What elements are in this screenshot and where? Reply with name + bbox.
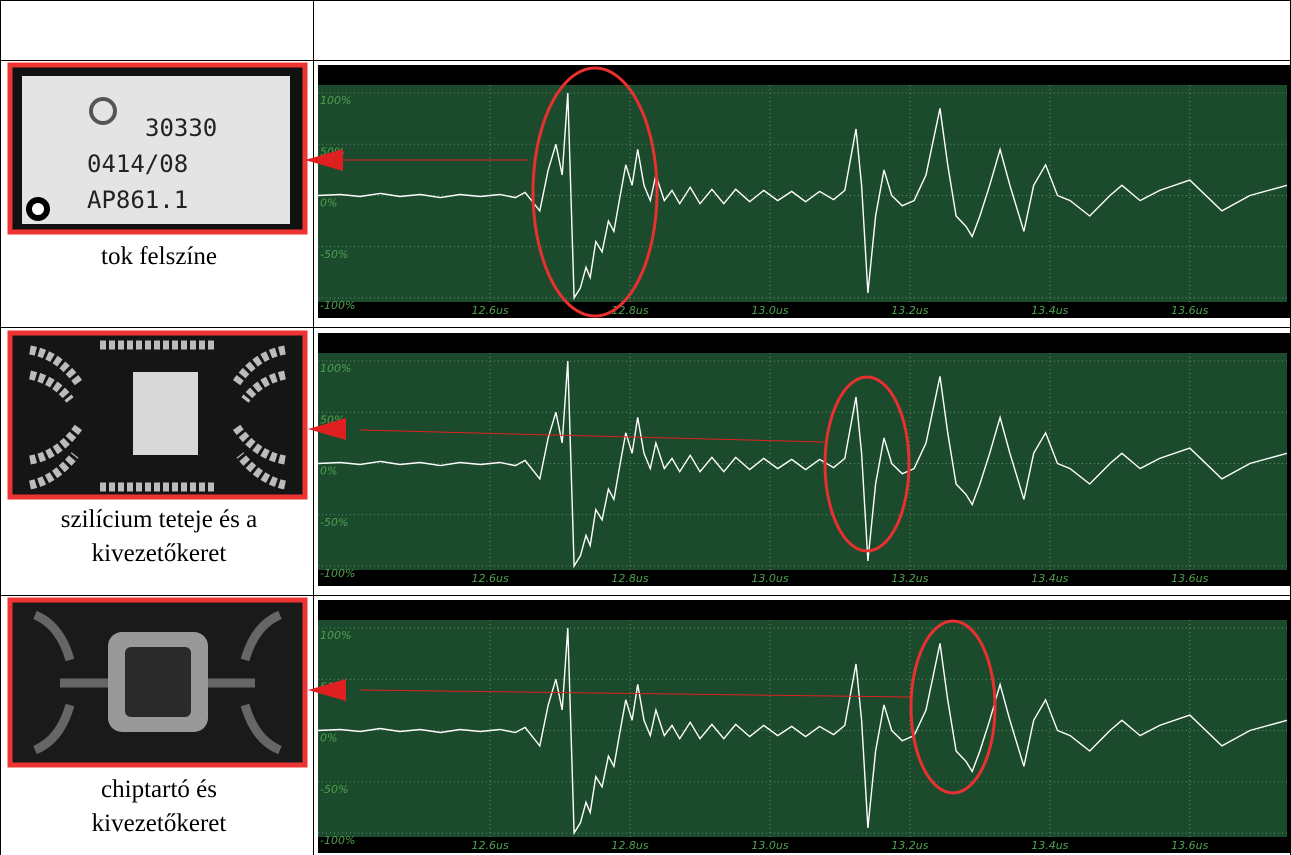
x-tick-label: 13.6us [1171, 572, 1208, 585]
x-tick-label: 13.2us [891, 572, 928, 585]
x-tick-label: 13.2us [891, 839, 928, 852]
y-tick-label: -100% [320, 834, 355, 847]
y-tick-label: -50% [320, 248, 348, 261]
caption: chiptartó és [101, 776, 217, 803]
x-tick-label: 13.4us [1031, 304, 1068, 317]
caption: kivezetőkeret [92, 810, 227, 837]
y-tick-label: 0% [320, 732, 337, 745]
x-tick-label: 12.6us [472, 572, 509, 585]
image-silicon-top [10, 333, 305, 497]
chip-text: AP861.1 [87, 186, 188, 214]
x-tick-label: 13.0us [751, 572, 788, 585]
y-tick-label: 0% [320, 465, 337, 478]
plot-area [318, 353, 1287, 570]
x-tick-label: 13.6us [1171, 304, 1208, 317]
y-tick-label: 0% [320, 197, 337, 210]
x-tick-label: 13.2us [891, 304, 928, 317]
chip-text: 30330 [145, 114, 217, 142]
die [133, 372, 198, 455]
y-tick-label: -50% [320, 516, 348, 529]
y-tick-label: -50% [320, 783, 348, 796]
x-tick-label: 12.8us [611, 572, 648, 585]
die [125, 647, 191, 717]
caption: tok felszíne [101, 243, 217, 270]
caption: kivezetőkeret [92, 540, 227, 567]
x-tick-label: 12.6us [472, 304, 509, 317]
x-tick-label: 12.6us [472, 839, 509, 852]
pin-mark [29, 200, 47, 218]
y-tick-label: 100% [320, 629, 351, 642]
oscilloscope-chart: 100%50%0%-50%-100%12.6us12.8us13.0us13.2… [308, 600, 1290, 853]
x-tick-label: 13.0us [751, 304, 788, 317]
y-tick-label: -100% [320, 299, 355, 312]
chip-text: 0414/08 [87, 150, 188, 178]
image-die-pad [10, 600, 305, 765]
x-tick-label: 13.4us [1031, 572, 1068, 585]
page: 30330 0414/08 AP861.1 tok felszíne szilí… [0, 0, 1291, 855]
x-tick-label: 13.4us [1031, 839, 1068, 852]
y-tick-label: -100% [320, 567, 355, 580]
y-tick-label: 100% [320, 362, 351, 375]
x-tick-label: 13.6us [1171, 839, 1208, 852]
y-tick-label: 100% [320, 94, 351, 107]
plot-area [318, 85, 1287, 302]
x-tick-label: 12.8us [611, 839, 648, 852]
caption: szilícium teteje és a [61, 506, 257, 533]
x-tick-label: 12.8us [611, 304, 648, 317]
x-tick-label: 13.0us [751, 839, 788, 852]
plot-area [318, 620, 1287, 837]
image-package-surface: 30330 0414/08 AP861.1 [10, 65, 305, 232]
